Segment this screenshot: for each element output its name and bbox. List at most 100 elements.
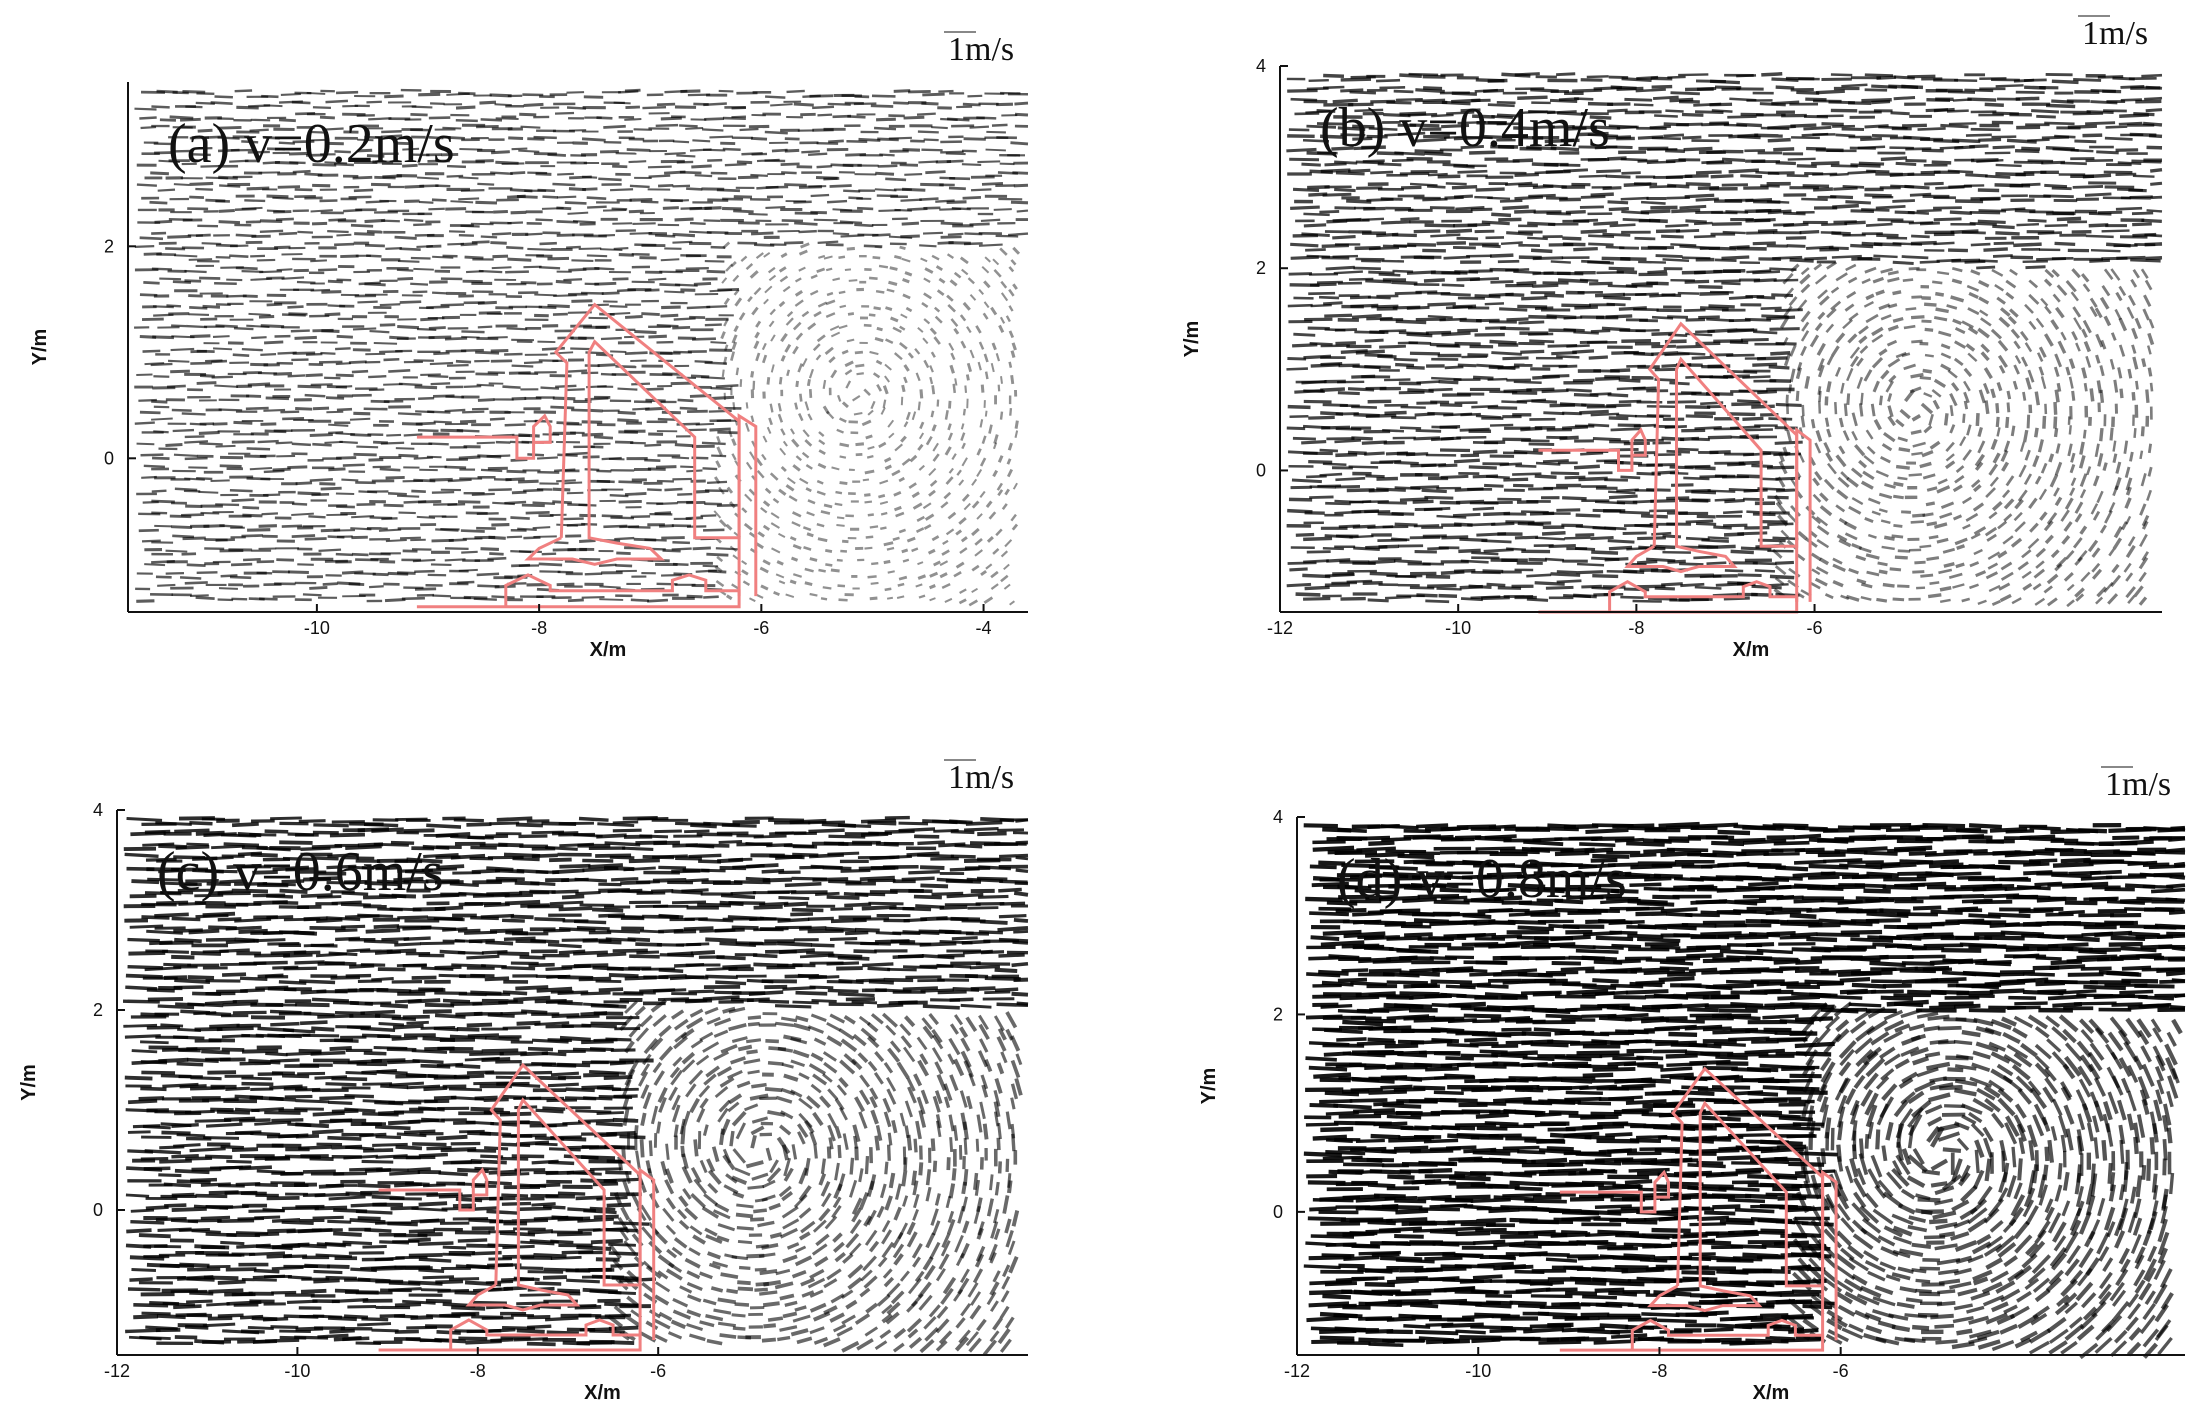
velocity-vector: [976, 513, 983, 520]
velocity-vector: [566, 245, 581, 250]
velocity-vector: [257, 439, 279, 444]
velocity-vector: [858, 137, 881, 142]
velocity-vector: [1679, 204, 1707, 210]
velocity-vector: [1987, 562, 1999, 570]
velocity-vector: [1864, 517, 1874, 524]
velocity-vector: [1978, 259, 1998, 263]
velocity-vector: [1886, 339, 1898, 347]
velocity-vector: [230, 562, 253, 567]
velocity-vector: [2023, 78, 2047, 82]
velocity-vector: [1766, 315, 1796, 321]
velocity-vector: [662, 549, 681, 553]
velocity-vector: [1286, 426, 1306, 431]
velocity-vector: [703, 219, 721, 223]
velocity-vector: [2131, 211, 2154, 216]
velocity-vector: [900, 435, 907, 443]
velocity-vector: [900, 198, 922, 202]
velocity-vector: [212, 335, 230, 339]
velocity-vector: [444, 465, 467, 470]
velocity-vector: [1497, 365, 1520, 370]
velocity-vector: [1948, 122, 1977, 126]
velocity-vector: [953, 327, 960, 335]
velocity-vector: [318, 360, 343, 364]
velocity-vector: [1797, 530, 1808, 541]
velocity-vector: [1008, 288, 1015, 297]
velocity-vector: [1588, 423, 1610, 428]
velocity-vector: [2141, 514, 2150, 527]
velocity-vector: [1835, 133, 1856, 138]
velocity-vector: [458, 91, 476, 96]
velocity-vector: [2127, 294, 2136, 307]
velocity-vector: [523, 360, 543, 365]
velocity-vector: [708, 569, 727, 574]
velocity-vector: [901, 458, 911, 466]
velocity-vector: [1406, 305, 1430, 310]
velocity-vector: [1347, 450, 1367, 456]
velocity-vector: [2085, 355, 2092, 368]
velocity-vector: [262, 135, 280, 140]
velocity-vector: [477, 398, 495, 402]
velocity-vector: [1746, 510, 1771, 515]
velocity-vector: [2124, 466, 2131, 478]
velocity-vector: [2086, 110, 2114, 114]
velocity-vector: [864, 469, 875, 475]
velocity-vector: [700, 376, 725, 380]
velocity-vector: [1860, 392, 1864, 405]
velocity-vector: [871, 561, 879, 566]
velocity-vector: [1301, 440, 1327, 445]
velocity-vector: [1670, 91, 1700, 96]
velocity-vector: [2038, 366, 2045, 376]
velocity-vector: [366, 230, 383, 234]
velocity-vector: [2006, 138, 2037, 144]
velocity-vector: [1919, 260, 1940, 264]
velocity-vector: [872, 255, 881, 260]
velocity-vector: [1605, 174, 1631, 179]
velocity-vector: [1766, 200, 1790, 204]
velocity-vector: [948, 400, 952, 409]
velocity-vector: [1408, 72, 1439, 77]
velocity-vector: [1910, 372, 1924, 379]
velocity-vector: [1287, 88, 1318, 93]
velocity-vector: [418, 499, 442, 504]
velocity-vector: [944, 597, 953, 603]
velocity-vector: [1368, 127, 1398, 131]
velocity-vector: [1670, 243, 1697, 247]
velocity-vector: [1828, 246, 1849, 251]
velocity-vector: [1491, 351, 1522, 356]
velocity-vector: [527, 137, 545, 141]
velocity-vector: [142, 349, 161, 353]
velocity-vector: [2006, 402, 2011, 413]
velocity-vector: [777, 413, 784, 423]
velocity-vector: [977, 361, 982, 371]
velocity-vector: [455, 359, 472, 364]
velocity-vector: [144, 563, 166, 567]
velocity-vector: [771, 547, 781, 554]
velocity-vector: [2005, 291, 2015, 300]
velocity-vector: [190, 334, 211, 339]
velocity-vector: [157, 583, 176, 587]
velocity-vector: [918, 432, 925, 440]
velocity-vector: [388, 492, 407, 496]
velocity-vector: [878, 494, 886, 499]
velocity-vector: [1963, 400, 1969, 410]
velocity-vector: [1753, 330, 1778, 335]
velocity-vector: [1604, 478, 1628, 482]
velocity-vector: [707, 480, 728, 484]
velocity-vector: [581, 175, 598, 179]
velocity-vector: [945, 152, 966, 156]
velocity-vector: [1721, 255, 1750, 260]
velocity-vector: [1000, 574, 1009, 583]
velocity-vector: [717, 287, 740, 292]
velocity-vector: [1563, 328, 1585, 332]
x-tick-label: -10: [304, 618, 330, 638]
velocity-vector: [978, 341, 985, 350]
velocity-vector: [865, 535, 874, 539]
velocity-vector: [822, 586, 832, 590]
velocity-vector: [2073, 317, 2083, 331]
velocity-vector: [1365, 474, 1385, 479]
velocity-vector: [2018, 464, 2027, 478]
velocity-vector: [2082, 283, 2091, 293]
velocity-vector: [1409, 182, 1438, 187]
velocity-vector: [892, 536, 900, 541]
